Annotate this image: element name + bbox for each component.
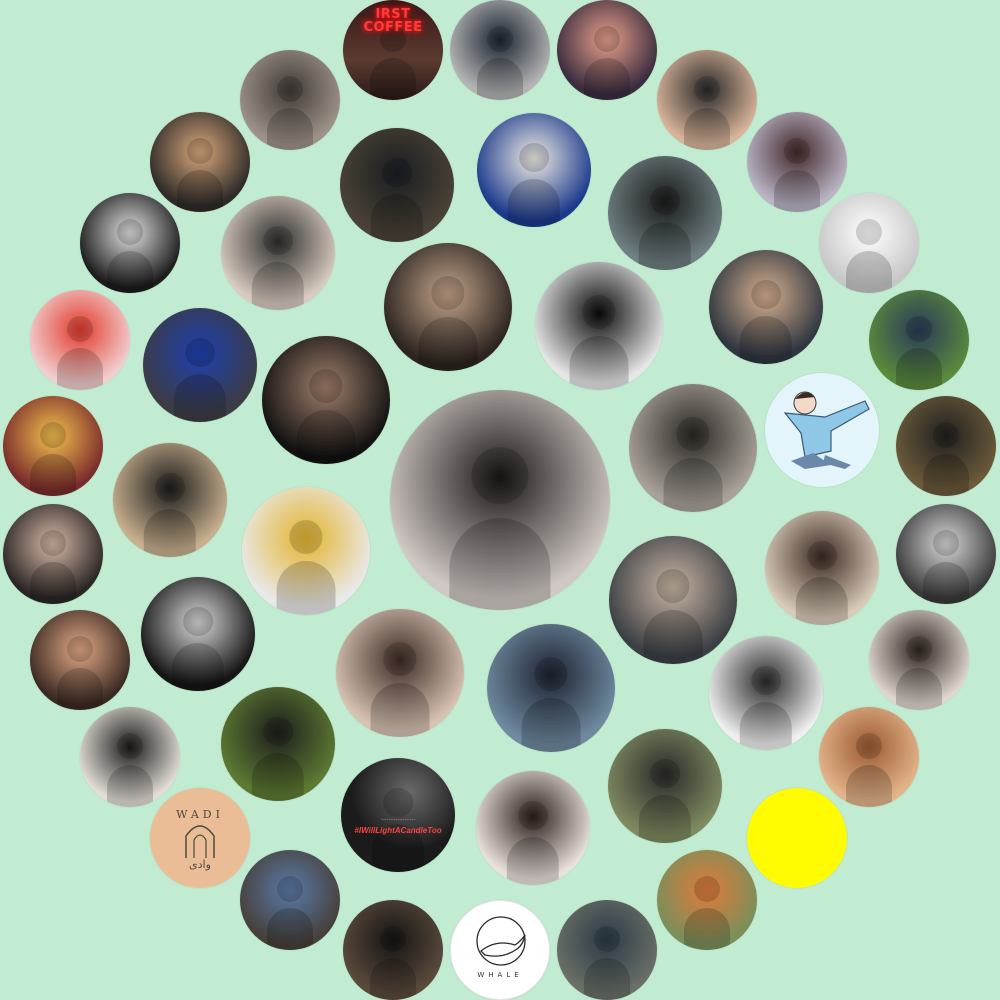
avatar-man-back-silhouette[interactable]	[535, 262, 663, 390]
avatar-woman-soft-light[interactable]	[336, 609, 464, 737]
avatar-woman-blue-eyes[interactable]	[30, 610, 130, 710]
avatar-man-beard-sunglasses[interactable]	[487, 624, 615, 752]
avatar-man-beach-sunglasses[interactable]	[608, 156, 722, 270]
avatar-beach-walker[interactable]	[747, 112, 847, 212]
avatar-man-curly-smile[interactable]	[608, 729, 722, 843]
avatar-man-sunglasses[interactable]	[340, 128, 454, 242]
avatar-woman-red-lips[interactable]	[476, 771, 590, 885]
avatar-man-glasses-dark[interactable]	[262, 336, 390, 464]
avatar-man-hand-face[interactable]	[869, 610, 969, 710]
avatar-man-blue-jacket[interactable]	[143, 308, 257, 422]
wadi-arabic-title: وادی	[189, 858, 211, 871]
avatar-man-park-bench[interactable]	[869, 290, 969, 390]
avatar-whale-logo[interactable]: WHALE	[450, 900, 550, 1000]
avatar-man-tuxedo[interactable]	[141, 577, 255, 691]
avatar-girl-yellow-top[interactable]	[242, 487, 370, 615]
avatar-man-cap[interactable]	[113, 443, 227, 557]
avatar-man-looking-up[interactable]	[609, 536, 737, 664]
whale-title: WHALE	[477, 971, 523, 979]
neon-sign-line: COFFEE	[363, 20, 423, 35]
avatar-woman-bw-half[interactable]	[80, 193, 180, 293]
neon-coffee-sign: IRST COFFEE	[343, 8, 443, 34]
cartoon-girl-icon	[783, 391, 870, 469]
avatar-woman-blonde-curls[interactable]	[819, 707, 919, 807]
avatar-center-hands-hair[interactable]	[390, 390, 610, 610]
avatar-redhead-woman[interactable]	[30, 290, 130, 390]
hashtag-subtext: ·ـ‌ ـ ـ ـ ـ ـ ـ ـ ـ ـ ـ ـ ـ ـ ـ	[380, 816, 416, 821]
avatar-neon-coffee[interactable]: IRST COFFEE	[343, 0, 443, 100]
avatar-woman-plaid[interactable]	[657, 50, 757, 150]
avatar-festival-lights[interactable]	[3, 396, 103, 496]
avatar-woman-dark-hair[interactable]	[3, 504, 103, 604]
avatar-woman-white-hat[interactable]	[819, 193, 919, 293]
hashtag-text: #IWillLightACandleToo	[354, 826, 442, 835]
wadi-title: WADI	[176, 808, 224, 821]
avatar-blue-shirt-necklace[interactable]	[477, 113, 591, 227]
avatar-woman-mirror-selfie[interactable]	[343, 900, 443, 1000]
avatar-hashtag-metoo[interactable]: ·ـ‌ ـ ـ ـ ـ ـ ـ ـ ـ ـ ـ ـ ـ ـ ـ #IWillLig…	[341, 758, 455, 872]
avatar-woman-bw-hand[interactable]	[896, 504, 996, 604]
avatar-woman-short-hair[interactable]	[765, 511, 879, 625]
avatar-woman-blonde[interactable]	[221, 196, 335, 310]
avatar-man-glasses-hoodie[interactable]	[150, 112, 250, 212]
whale-icon	[476, 916, 526, 966]
avatar-person-top-blur[interactable]	[450, 0, 550, 100]
avatar-man-mirror-selfie[interactable]	[80, 707, 180, 807]
neon-sign-line: IRST	[375, 7, 411, 22]
avatar-man-dark-bg[interactable]	[709, 250, 823, 364]
avatar-yellow-circle[interactable]	[747, 788, 847, 888]
avatar-city-street[interactable]	[240, 50, 340, 150]
avatar-cartoon-girl[interactable]	[765, 373, 879, 487]
avatar-man-mountain-view[interactable]	[896, 396, 996, 496]
avatar-man-standing-door[interactable]	[629, 384, 757, 512]
avatar-woman-round-glasses[interactable]	[709, 636, 823, 750]
avatar-man-denim-jacket[interactable]	[240, 850, 340, 950]
avatar-man-sitting-outdoor[interactable]	[557, 900, 657, 1000]
wadi-arch-icon	[185, 825, 215, 858]
avatar-woman-dark-portrait[interactable]	[384, 243, 512, 371]
avatar-man-beard-garden[interactable]	[221, 687, 335, 801]
avatar-sunset-profile[interactable]	[557, 0, 657, 100]
avatar-man-orange-scarf[interactable]	[657, 850, 757, 950]
avatar-wadi-logo[interactable]: WADI وادی	[150, 788, 250, 888]
